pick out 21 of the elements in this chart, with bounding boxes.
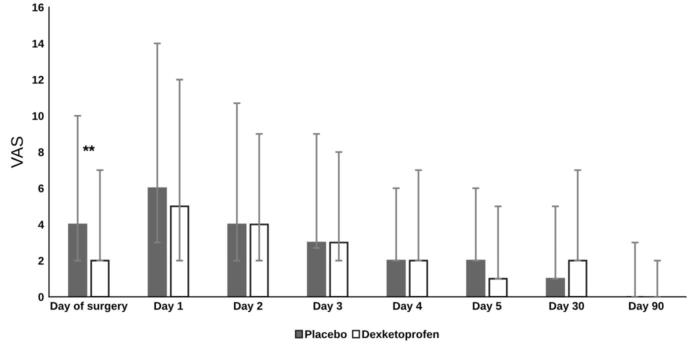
y-tick-label: 10 <box>32 112 44 120</box>
y-tick-label: 4 <box>38 220 44 228</box>
y-tick-label: 8 <box>38 148 44 156</box>
x-tick-label: Day of surgery <box>50 302 128 312</box>
y-tick-label: 6 <box>38 184 44 192</box>
y-tick-label: 16 <box>32 4 44 12</box>
x-tick-label: Day 4 <box>393 302 422 312</box>
legend-label: Dexketoprofen <box>362 330 439 340</box>
x-tick-label: Day 5 <box>472 302 502 312</box>
y-tick-label: 0 <box>38 293 44 301</box>
y-axis-title: VAS <box>11 136 23 168</box>
x-tick-label: Day 30 <box>549 302 584 312</box>
y-tick-label: 12 <box>32 76 44 84</box>
x-tick-label: Day 90 <box>629 302 664 312</box>
x-tick-label: Day 1 <box>154 302 183 312</box>
x-tick-label: Day 3 <box>314 302 342 312</box>
y-tick-label: 14 <box>32 40 44 48</box>
x-tick-label: Day 2 <box>234 302 262 312</box>
legend-label: Placebo <box>305 330 347 338</box>
y-tick-label: 2 <box>38 256 44 265</box>
annotation: ** <box>82 145 95 152</box>
